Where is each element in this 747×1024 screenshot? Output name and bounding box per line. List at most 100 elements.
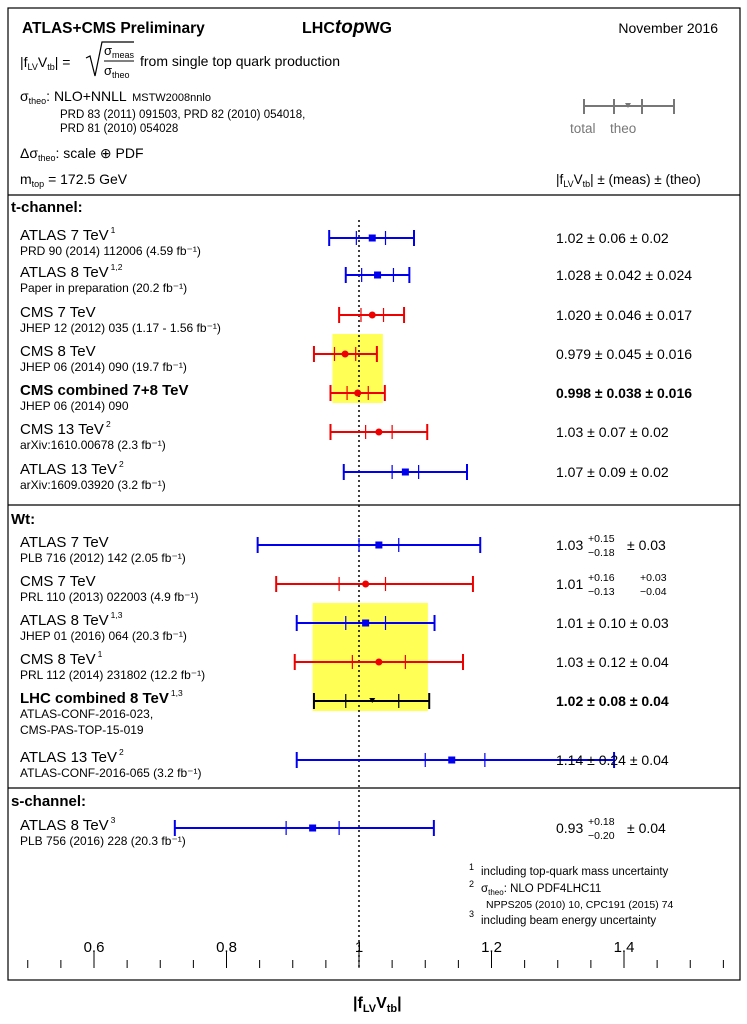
collaboration-label: ATLAS+CMS Preliminary: [22, 20, 205, 37]
measurement-value: 1.02 ± 0.08 ± 0.04: [556, 693, 669, 709]
measurement-bar: [312, 346, 378, 362]
central-value-marker: [401, 468, 409, 476]
measurement-value: 1.03: [556, 537, 583, 553]
central-value-marker: [354, 389, 362, 397]
measurement-name: CMS 7 TeV: [20, 304, 96, 321]
theory-ref-2: PRD 81 (2010) 054028: [60, 123, 178, 135]
theory-ref-1: PRD 83 (2011) 091503, PRD 82 (2010) 0540…: [60, 109, 305, 121]
measurement-name: ATLAS 7 TeV 1: [20, 225, 116, 244]
meas-error-down: −0.18: [588, 547, 615, 559]
measurement-bar: [293, 654, 465, 670]
meas-error-up: +0.15: [588, 533, 615, 545]
measurement-value: 1.020 ± 0.046 ± 0.017: [556, 307, 692, 323]
measurement-bar: [329, 424, 429, 440]
measurement-bar: [295, 615, 436, 631]
meas-error-down: −0.13: [588, 586, 615, 598]
column-header: |fLVVtb| ± (meas) ± (theo): [556, 172, 701, 189]
combination-band: [312, 603, 428, 711]
measurement-value: 1.028 ± 0.042 ± 0.024: [556, 267, 692, 283]
central-value-marker: [374, 271, 382, 279]
x-axis-label: |fLVVtb|: [353, 995, 402, 1015]
svg-text:LHCtopWG: LHCtopWG: [302, 17, 392, 38]
measurement-bar: [338, 307, 406, 323]
measurement-reference-2: CMS-PAS-TOP-15-019: [20, 723, 144, 737]
measurement-bar: [342, 464, 468, 480]
theo-error: ± 0.04: [627, 820, 666, 836]
svg-text:mtop = 172.5 GeV: mtop = 172.5 GeV: [20, 171, 128, 189]
measurement-reference: JHEP 06 (2014) 090: [20, 399, 129, 413]
central-value-marker: [369, 698, 376, 703]
measurement-name: CMS 8 TeV: [20, 343, 96, 360]
footnotes: 1 including top-quark mass uncertainty 2…: [469, 862, 674, 927]
measurement-name: ATLAS 8 TeV 1,2: [20, 262, 123, 281]
legend-total: total: [570, 121, 596, 136]
measurement-name: ATLAS 7 TeV: [20, 534, 109, 551]
svg-text:including beam energy uncertai: including beam energy uncertainty: [481, 915, 656, 927]
measurement-name: ATLAS 8 TeV 1,3: [20, 610, 123, 629]
central-value-marker: [375, 658, 383, 666]
x-tick-label: 1.4: [614, 939, 635, 956]
measurement-reference: JHEP 12 (2012) 035 (1.17 - 1.56 fb⁻¹): [20, 321, 221, 335]
meas-error-up: +0.16: [588, 572, 615, 584]
combination-bands: [312, 334, 428, 711]
measurement-reference: arXiv:1609.03920 (3.2 fb⁻¹): [20, 478, 166, 492]
measurement-reference: JHEP 06 (2014) 090 (19.7 fb⁻¹): [20, 360, 187, 374]
measurement-value: 1.14 ± 0.24 ± 0.04: [556, 752, 669, 768]
measurement-reference: PRL 110 (2013) 022003 (4.9 fb⁻¹): [20, 590, 198, 604]
measurement-reference: PRD 90 (2014) 112006 (4.59 fb⁻¹): [20, 244, 201, 258]
measurement-reference: arXiv:1610.00678 (2.3 fb⁻¹): [20, 438, 166, 452]
measurement-name: ATLAS 8 TeV 3: [20, 815, 116, 834]
theo-error-up: +0.03: [640, 572, 667, 584]
central-value-marker: [368, 311, 376, 319]
central-value-marker: [341, 350, 349, 358]
measurement-bar: [328, 230, 415, 246]
section-t-channel: t-channel:: [11, 199, 83, 216]
meas-error-down: −0.20: [588, 830, 615, 842]
measurement-value: 0.93: [556, 820, 583, 836]
measurement-reference: ATLAS-CONF-2016-023,: [20, 707, 153, 721]
formula: |fLVVtb| = σmeas σtheo from single top q…: [20, 41, 340, 80]
measurement-values: 1.02 ± 0.06 ± 0.02 1.028 ± 0.042 ± 0.024 1…: [556, 230, 692, 842]
measurement-reference: PRL 112 (2014) 231802 (12.2 fb⁻¹): [20, 668, 205, 682]
measurement-value: 1.01 ± 0.10 ± 0.03: [556, 615, 669, 631]
measurement-value: 0.998 ± 0.038 ± 0.016: [556, 385, 692, 401]
measurement-reference: ATLAS-CONF-2016-065 (3.2 fb⁻¹): [20, 766, 202, 780]
measurement-value: 1.03 ± 0.12 ± 0.04: [556, 654, 669, 670]
x-tick-label: 0.8: [216, 939, 237, 956]
central-value-marker: [448, 756, 456, 764]
central-value-marker: [362, 619, 370, 627]
central-value-marker: [375, 428, 383, 436]
measurement-value: 0.979 ± 0.045 ± 0.016: [556, 346, 692, 362]
measurement-name: CMS 13 TeV 2: [20, 419, 111, 438]
central-value-marker: [375, 541, 383, 549]
theory-info: σtheo: NLO+NNLL MSTW2008nnlo PRD 83 (201…: [20, 88, 305, 189]
svg-text:σtheo: σtheo: [104, 63, 130, 80]
measurement-value: 1.07 ± 0.09 ± 0.02: [556, 464, 669, 480]
measurement-reference: JHEP 01 (2016) 064 (20.3 fb⁻¹): [20, 629, 187, 643]
measurement-bar: [329, 385, 386, 401]
central-value-marker: [368, 234, 376, 242]
meas-error-up: +0.18: [588, 816, 615, 828]
measurement-reference: Paper in preparation (20.2 fb⁻¹): [20, 281, 187, 295]
svg-text:including top-quark mass uncer: including top-quark mass uncertainty: [481, 866, 669, 878]
svg-text:NPPS205 (2010) 10, CPC191 (201: NPPS205 (2010) 10, CPC191 (2015) 74: [486, 899, 674, 911]
svg-text:|fLVVtb| =: |fLVVtb| =: [20, 54, 70, 72]
x-tick-label: 0.6: [84, 939, 105, 956]
svg-text:2: 2: [469, 879, 474, 889]
measurement-name: CMS 7 TeV: [20, 573, 96, 590]
measurement-bar: [312, 693, 431, 709]
measurement-value: 1.02 ± 0.06 ± 0.02: [556, 230, 669, 246]
formula-note: from single top quark production: [140, 53, 340, 69]
x-tick-label: 1.2: [481, 939, 502, 956]
section-s-channel: s-channel:: [11, 793, 86, 810]
svg-text:1: 1: [469, 862, 474, 872]
measurement-bars: [173, 230, 616, 836]
lhctopwg-logo: LHCtopWG: [302, 17, 392, 38]
measurement-bar: [256, 537, 482, 553]
theo-error: ± 0.03: [627, 537, 666, 553]
svg-text:3: 3: [469, 909, 474, 919]
legend: total theo: [570, 99, 675, 136]
measurement-name: CMS combined 7+8 TeV: [20, 382, 189, 399]
svg-text:σmeas: σmeas: [104, 43, 135, 60]
